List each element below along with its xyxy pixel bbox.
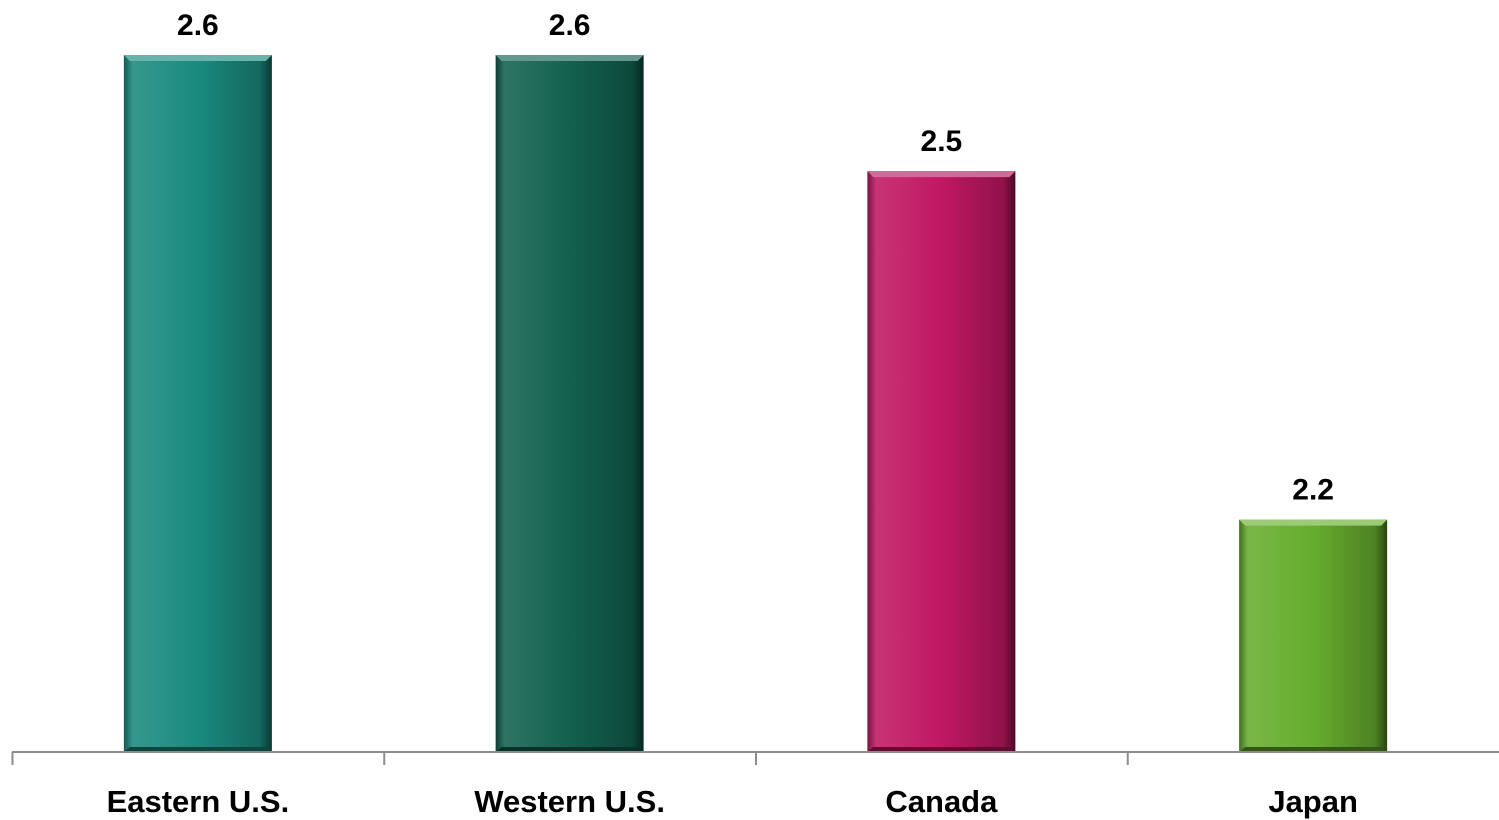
bar-western-u-s	[495, 55, 644, 752]
value-labels-group: 2.6 2.6 2.5 2.2	[177, 9, 1334, 507]
bars-group	[123, 55, 1388, 752]
value-label: 2.5	[921, 125, 963, 158]
bar-bottom-bevel	[867, 747, 1016, 752]
bar-bottom-bevel	[123, 747, 272, 752]
bar-body	[495, 55, 644, 752]
bar-body	[123, 55, 272, 752]
bar-top-bevel	[1239, 519, 1388, 526]
bar-eastern-u-s	[123, 55, 272, 752]
bar-top-bevel	[123, 55, 272, 61]
category-label: Western U.S.	[474, 784, 665, 819]
bar-top-bevel	[495, 55, 644, 61]
bar-body	[1239, 519, 1388, 752]
value-label: 2.6	[549, 9, 591, 42]
value-label: 2.2	[1292, 474, 1334, 507]
bar-body	[867, 171, 1016, 752]
bar-top-bevel	[867, 171, 1016, 178]
value-label: 2.6	[177, 9, 219, 42]
bar-japan	[1239, 519, 1388, 752]
bar-bottom-bevel	[495, 747, 644, 752]
category-labels-group: Eastern U.S. Western U.S. Canada Japan	[107, 784, 1358, 819]
bar-canada	[867, 171, 1016, 752]
category-label: Canada	[885, 784, 998, 819]
bar-bottom-bevel	[1239, 747, 1388, 752]
category-label: Japan	[1268, 784, 1358, 819]
x-axis	[11, 751, 1499, 765]
category-label: Eastern U.S.	[107, 784, 290, 819]
